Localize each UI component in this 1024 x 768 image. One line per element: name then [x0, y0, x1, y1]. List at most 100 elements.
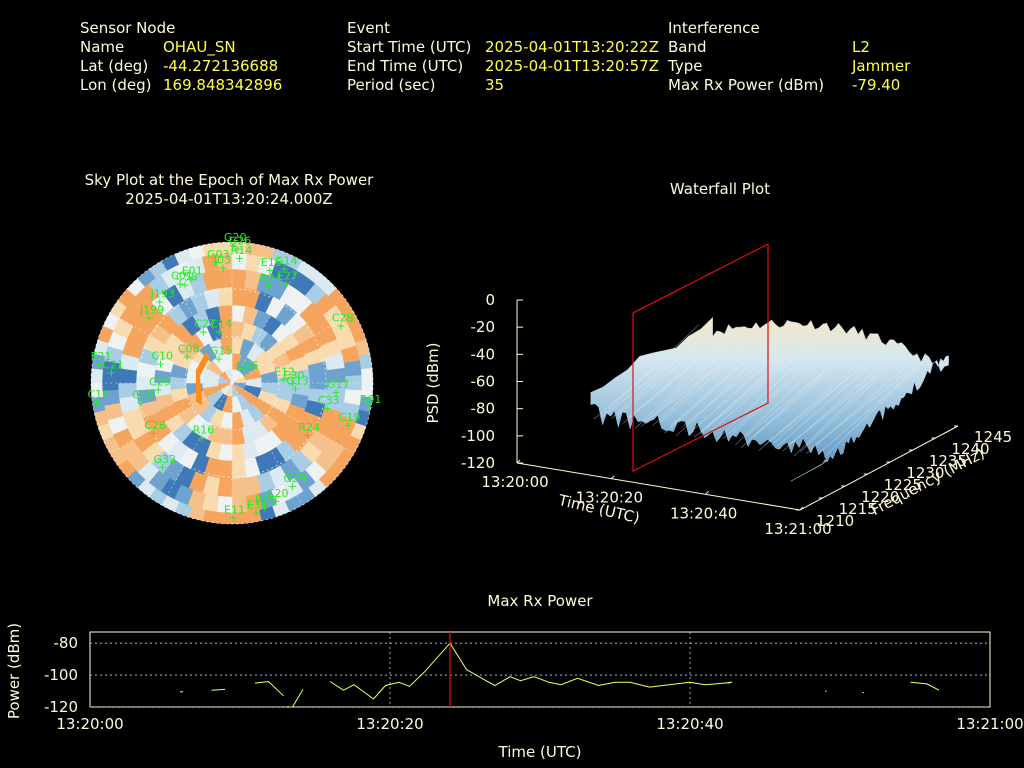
interference-power-value: -79.40	[852, 76, 901, 94]
satellite-marker: +	[155, 296, 164, 309]
power-trace-segment	[292, 689, 304, 707]
sky-plot-grid	[90, 241, 374, 525]
surface-ridge	[646, 344, 747, 422]
satellite-marker: +	[336, 320, 345, 333]
waterfall-axes	[516, 299, 959, 511]
frequency-tick-label: 1210	[816, 512, 854, 530]
azimuth-spoke	[109, 312, 233, 384]
surface-ridge	[746, 352, 847, 436]
surface-ridge	[599, 324, 700, 419]
satellite-label: G32	[154, 453, 177, 466]
interference-type-value: Jammer	[852, 57, 911, 75]
frequency-tick-label: 1215	[839, 500, 877, 518]
azimuth-spoke	[231, 260, 303, 384]
surface-ridge	[687, 345, 788, 435]
surface-ridge	[735, 348, 835, 446]
satellite-marker: +	[154, 384, 163, 397]
satellite-marker: +	[176, 277, 185, 290]
satellite-label: G17	[327, 378, 350, 391]
interference-type-label: Type	[668, 57, 703, 75]
satellite-marker: +	[264, 280, 273, 293]
sky-plot-subtitle: 2025-04-01T13:20:24.000Z	[125, 190, 333, 208]
satellite-marker: +	[197, 431, 206, 444]
time-tick	[705, 490, 710, 495]
frequency-tick-label: 1225	[884, 476, 922, 494]
satellite-marker: +	[215, 326, 224, 339]
max-power-epoch-marker	[632, 243, 769, 472]
sensor-node-heading: Sensor Node	[80, 19, 176, 37]
satellite-marker: +	[180, 278, 189, 291]
sky-tile	[343, 360, 363, 377]
satellite-label: E30	[284, 369, 305, 382]
sky-tile	[231, 443, 246, 462]
interference-heading: Interference	[668, 19, 760, 37]
waterfall-title: Waterfall Plot	[669, 180, 771, 198]
satellite-marker: +	[322, 402, 331, 415]
azimuth-spoke	[161, 382, 233, 506]
power-trace-point	[287, 705, 289, 707]
surface-ridge	[776, 360, 877, 448]
surface-ridge	[705, 347, 806, 429]
surface-ridge	[770, 357, 871, 447]
surface-ridge	[699, 343, 800, 435]
satellite-marker: +	[265, 264, 274, 277]
satellite-marker: +	[137, 397, 146, 410]
elevation-ring	[137, 288, 327, 478]
satellite-label: C26	[144, 419, 166, 432]
power-trace-segment	[211, 688, 226, 691]
power-trace-segment	[329, 642, 725, 700]
satellite-label: R24	[298, 421, 320, 434]
x-tick-label: 13:21:00	[956, 715, 1023, 733]
satellite-label: C58	[176, 270, 198, 283]
satellite-label: C10	[151, 350, 173, 363]
satellite-label: E01	[182, 264, 203, 277]
y-tick-label: -80	[54, 634, 79, 652]
sky-plot-title: Sky Plot at the Epoch of Max Rx Power	[84, 171, 374, 189]
satellite-label: E34	[247, 499, 268, 512]
time-tick	[516, 459, 521, 464]
satellite-label: C19	[339, 411, 361, 424]
sky-tile	[91, 382, 104, 399]
event-start-label: Start Time (UTC)	[347, 38, 472, 56]
sensor-name-label: Name	[80, 38, 125, 56]
satellite-marker: +	[279, 374, 288, 387]
satellite-marker: +	[291, 382, 300, 395]
surface-ridge	[823, 361, 924, 458]
surface-ridge	[658, 336, 759, 424]
sky-tile	[231, 511, 248, 524]
satellite-marker: +	[156, 358, 165, 371]
satellite-label: R14	[231, 244, 253, 257]
sky-tile	[360, 367, 373, 384]
surface-ridge	[693, 351, 794, 438]
power-trace-segment	[1007, 689, 1024, 692]
surface-ridge	[729, 347, 829, 437]
x-tick-label: 13:20:40	[656, 715, 723, 733]
surface-ridge	[752, 352, 853, 438]
satellite-label: C01	[171, 269, 193, 282]
satellite-label: C28	[332, 312, 354, 325]
satellite-label: R16	[193, 423, 215, 436]
surface-ridge	[817, 367, 918, 455]
sky-tile	[231, 477, 248, 498]
surface-ridge	[623, 338, 723, 424]
surface-ridge	[811, 368, 912, 448]
satellite-marker: +	[214, 353, 223, 366]
surface-ridge	[652, 334, 753, 426]
frequency-tick-label: 1230	[906, 464, 944, 482]
satellite-marker: +	[288, 377, 297, 390]
surface-ridge	[670, 338, 770, 427]
satellite-marker: +	[95, 358, 104, 371]
surface-ridge	[664, 345, 765, 434]
azimuth-spoke	[109, 382, 233, 454]
satellite-label: E12	[274, 366, 295, 379]
satellite-marker: +	[235, 252, 244, 265]
satellite-marker: +	[271, 495, 280, 508]
satellite-label: G14	[275, 255, 298, 268]
satellite-label: C27	[194, 317, 216, 330]
frequency-tick-label: 1240	[951, 440, 989, 458]
satellite-label: E21	[91, 350, 112, 363]
satellite-marker: +	[288, 480, 297, 493]
satellite-label: C14	[210, 318, 232, 331]
x-tick-label: 13:20:20	[356, 715, 423, 733]
